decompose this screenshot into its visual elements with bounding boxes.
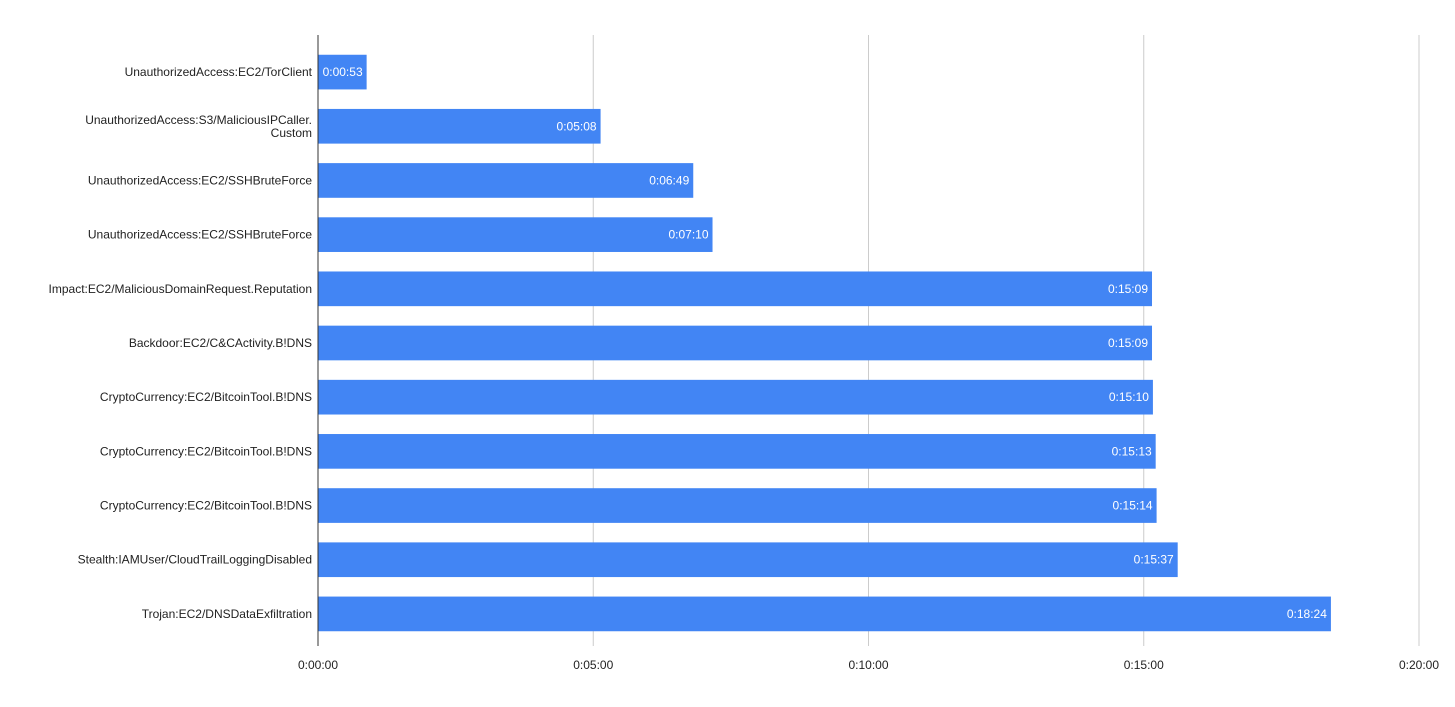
data-label: 0:06:49 <box>649 173 689 187</box>
x-tick-label: 0:00:00 <box>298 658 338 672</box>
data-label: 0:07:10 <box>668 228 708 242</box>
data-label: 0:15:09 <box>1108 282 1148 296</box>
category-label: CryptoCurrency:EC2/BitcoinTool.B!DNS <box>100 390 312 404</box>
bar <box>318 488 1157 523</box>
category-label: Stealth:IAMUser/CloudTrailLoggingDisable… <box>78 553 312 567</box>
data-label: 0:05:08 <box>557 119 597 133</box>
x-tick-label: 0:15:00 <box>1124 658 1164 672</box>
bar <box>318 271 1153 307</box>
category-label: UnauthorizedAccess:EC2/TorClient <box>125 65 313 79</box>
bar <box>318 108 601 144</box>
x-tick-label: 0:10:00 <box>848 658 888 672</box>
category-label: CryptoCurrency:EC2/BitcoinTool.B!DNS <box>100 444 312 458</box>
bars: 0:00:53 0:05:08 0:06:49 0:07:10 0:15:09 0:15:… <box>318 54 1331 632</box>
bar <box>318 54 367 90</box>
bar <box>318 217 713 252</box>
bar <box>318 325 1153 361</box>
data-label: 0:15:09 <box>1108 336 1148 350</box>
category-label: Custom <box>271 126 312 140</box>
x-tick-label: 0:05:00 <box>573 658 613 672</box>
category-label: UnauthorizedAccess:S3/MaliciousIPCaller. <box>85 113 312 127</box>
data-label: 0:15:10 <box>1109 390 1149 404</box>
data-label: 0:15:37 <box>1134 553 1174 567</box>
bar <box>318 434 1156 469</box>
x-tick-labels: 0:00:00 0:05:00 0:10:00 0:15:00 0:20:00 <box>298 658 1439 672</box>
bar <box>318 379 1153 415</box>
x-tick-label: 0:20:00 <box>1399 658 1439 672</box>
category-label: UnauthorizedAccess:EC2/SSHBruteForce <box>88 228 312 242</box>
category-label: UnauthorizedAccess:EC2/SSHBruteForce <box>88 173 312 187</box>
category-label: Impact:EC2/MaliciousDomainRequest.Reputa… <box>49 282 312 296</box>
bar <box>318 542 1178 578</box>
bar <box>318 596 1331 632</box>
data-label: 0:18:24 <box>1287 607 1327 621</box>
category-label: CryptoCurrency:EC2/BitcoinTool.B!DNS <box>100 499 312 513</box>
category-labels: UnauthorizedAccess:EC2/TorClient Unauthor… <box>49 65 313 621</box>
category-label: Backdoor:EC2/C&CActivity.B!DNS <box>129 336 312 350</box>
category-label: Trojan:EC2/DNSDataExfiltration <box>142 607 312 621</box>
data-label: 0:00:53 <box>323 65 363 79</box>
bar <box>318 163 694 198</box>
data-label: 0:15:14 <box>1113 499 1153 513</box>
data-label: 0:15:13 <box>1112 444 1152 458</box>
